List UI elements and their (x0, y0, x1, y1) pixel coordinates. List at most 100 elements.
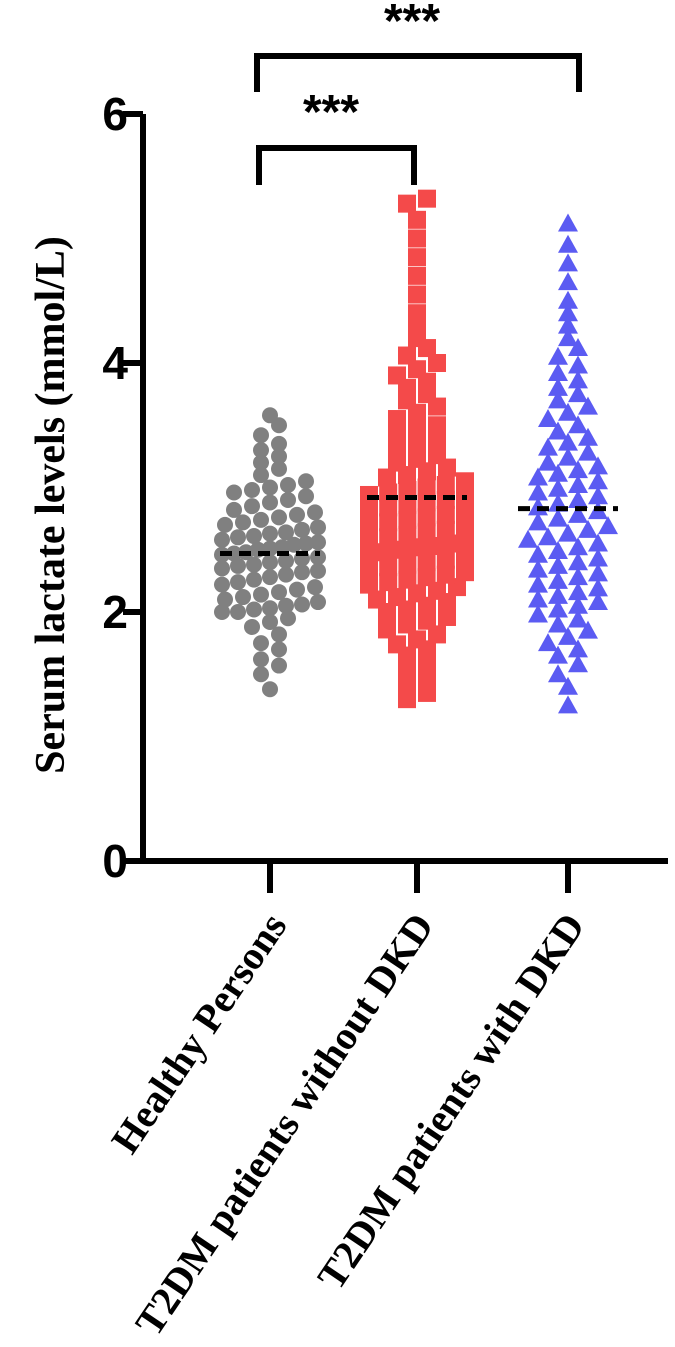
point-with-dkd-4 (548, 645, 568, 664)
point-with-dkd-12 (548, 599, 568, 618)
significance-label-2: *** (384, 0, 440, 48)
point-healthy-21 (289, 581, 305, 598)
point-with-dkd-8 (578, 620, 598, 639)
point-healthy-30 (214, 560, 230, 577)
point-healthy-32 (246, 556, 262, 573)
point-without-dkd-64 (417, 478, 436, 497)
point-healthy-66 (262, 479, 278, 496)
point-without-dkd-76 (428, 431, 446, 450)
point-with-dkd-24 (548, 555, 568, 574)
point-healthy-43 (286, 536, 302, 553)
point-without-dkd-30 (360, 560, 378, 579)
point-without-dkd-78 (408, 421, 426, 440)
point-with-dkd-54 (578, 442, 598, 461)
point-without-dkd-3 (418, 667, 436, 686)
point-with-dkd-70 (568, 338, 588, 357)
point-with-dkd-38 (568, 504, 588, 523)
point-with-dkd-37 (548, 508, 568, 527)
point-healthy-49 (262, 525, 278, 542)
point-healthy-18 (235, 589, 251, 606)
point-without-dkd-74 (388, 441, 406, 460)
point-without-dkd-37 (376, 543, 394, 562)
point-without-dkd-9 (408, 630, 426, 649)
point-healthy-54 (235, 514, 251, 531)
point-healthy-25 (246, 571, 262, 588)
category-label-without-dkd: T2DM patients without DKD (126, 905, 442, 1344)
point-healthy-52 (310, 519, 326, 536)
point-with-dkd-15 (528, 589, 548, 608)
point-without-dkd-45 (398, 525, 417, 544)
point-with-dkd-10 (568, 609, 588, 628)
point-without-dkd-52 (417, 508, 436, 527)
point-healthy-6 (271, 626, 287, 643)
point-healthy-64 (226, 484, 242, 501)
point-with-dkd-30 (588, 533, 608, 552)
point-healthy-28 (294, 564, 310, 581)
point-with-dkd-78 (558, 213, 578, 232)
point-with-dkd-67 (548, 362, 568, 381)
point-without-dkd-99 (408, 210, 426, 229)
point-healthy-73 (253, 442, 269, 459)
point-with-dkd-14 (588, 592, 608, 611)
point-without-dkd-55 (360, 500, 378, 519)
point-healthy-62 (280, 491, 296, 508)
point-with-dkd-53 (558, 447, 578, 466)
point-with-dkd-26 (588, 548, 608, 567)
point-without-dkd-77 (388, 426, 406, 445)
point-healthy-10 (214, 604, 230, 620)
point-without-dkd-33 (417, 553, 436, 572)
point-without-dkd-25 (379, 573, 398, 592)
point-with-dkd-57 (578, 427, 598, 446)
point-without-dkd-12 (398, 615, 416, 634)
point-healthy-0 (262, 681, 278, 698)
point-healthy-72 (271, 448, 287, 465)
point-healthy-65 (244, 481, 260, 498)
point-without-dkd-27 (417, 568, 436, 587)
point-healthy-63 (298, 488, 314, 505)
point-healthy-50 (278, 524, 294, 541)
point-without-dkd-72 (408, 449, 426, 468)
point-healthy-38 (226, 545, 242, 562)
point-with-dkd-61 (558, 402, 578, 421)
significance-bracket-1 (256, 145, 417, 185)
point-healthy-71 (253, 454, 269, 471)
point-healthy-15 (294, 596, 310, 613)
point-with-dkd-49 (548, 463, 568, 482)
point-without-dkd-90 (398, 346, 416, 365)
point-with-dkd-68 (568, 355, 588, 374)
point-with-dkd-36 (528, 512, 548, 531)
point-with-dkd-3 (568, 654, 588, 673)
point-healthy-34 (278, 552, 294, 569)
category-label-with-dkd: T2DM patients with DKD (308, 905, 593, 1298)
point-healthy-48 (246, 528, 262, 545)
point-with-dkd-23 (528, 559, 548, 578)
point-with-dkd-25 (568, 552, 588, 571)
point-healthy-1 (253, 666, 269, 683)
point-without-dkd-22 (428, 581, 446, 600)
point-healthy-56 (271, 509, 287, 526)
point-without-dkd-101 (418, 189, 436, 208)
point-without-dkd-47 (436, 520, 455, 539)
point-without-dkd-44 (379, 528, 398, 547)
point-healthy-29 (310, 562, 326, 579)
point-with-dkd-52 (538, 452, 558, 471)
data-marks (214, 189, 618, 714)
point-with-dkd-59 (568, 415, 588, 434)
point-with-dkd-65 (548, 377, 568, 396)
point-without-dkd-26 (398, 570, 417, 589)
point-with-dkd-51 (588, 456, 608, 475)
y-axis-title: Serum lactate levels (mmol/L) (28, 236, 74, 774)
point-healthy-75 (253, 427, 269, 444)
point-without-dkd-41 (440, 534, 458, 553)
point-with-dkd-55 (538, 437, 558, 456)
point-with-dkd-64 (568, 384, 588, 403)
point-without-dkd-21 (408, 584, 426, 603)
point-without-dkd-80 (388, 410, 406, 429)
point-with-dkd-48 (528, 467, 548, 486)
point-with-dkd-16 (548, 585, 568, 604)
point-healthy-7 (244, 618, 260, 635)
point-healthy-70 (271, 460, 287, 477)
point-with-dkd-19 (528, 574, 548, 593)
point-without-dkd-75 (408, 436, 426, 455)
